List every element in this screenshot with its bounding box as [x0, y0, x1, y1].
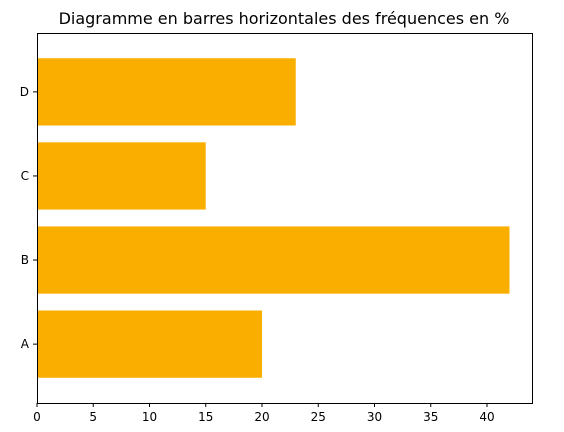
y-tick-label-b: B: [21, 253, 29, 267]
x-tick-label-20: 20: [254, 410, 269, 424]
y-tick-label-d: D: [20, 85, 29, 99]
x-tick-label-0: 0: [33, 410, 41, 424]
x-tick-label-10: 10: [142, 410, 157, 424]
bar-c: [37, 142, 206, 210]
bar-b: [37, 226, 510, 294]
x-tick-label-15: 15: [198, 410, 213, 424]
chart-title: Diagramme en barres horizontales des fré…: [59, 9, 510, 28]
x-tick-label-25: 25: [311, 410, 326, 424]
y-axis-ticks: A B C D: [20, 85, 37, 351]
x-tick-label-30: 30: [367, 410, 382, 424]
x-tick-label-40: 40: [479, 410, 494, 424]
bar-d: [37, 58, 296, 126]
plot-frame: [37, 33, 533, 404]
y-tick-label-a: A: [21, 337, 30, 351]
bar-a: [37, 310, 262, 378]
x-axis-ticks: 0 5 10 15 20 25 30 35 40: [33, 403, 495, 424]
y-tick-label-c: C: [21, 169, 29, 183]
bars-group: [37, 58, 510, 378]
x-tick-label-5: 5: [89, 410, 97, 424]
x-tick-label-35: 35: [423, 410, 438, 424]
